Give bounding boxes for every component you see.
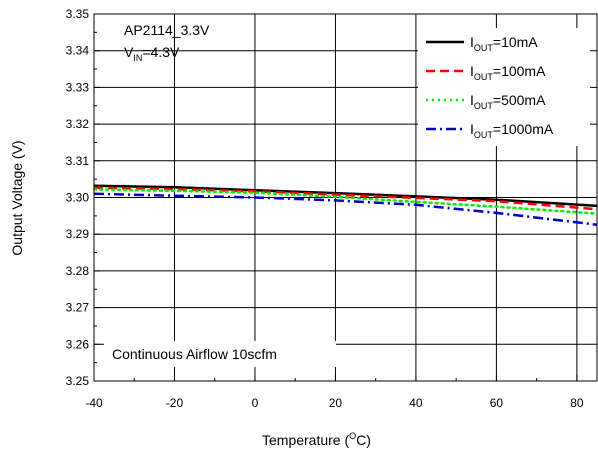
series-line-1	[93, 184, 598, 208]
legend-label: IOUT=100mA	[470, 63, 546, 82]
y-tick-label: 3.31	[66, 154, 90, 168]
y-tick-label: 3.33	[66, 80, 90, 94]
series-line-3	[92, 188, 598, 215]
x-tick-label: 0	[252, 396, 259, 410]
y-tick-label: 3.28	[66, 264, 90, 278]
y-tick-label: 3.25	[66, 374, 90, 388]
y-tick-label: 3.35	[66, 7, 90, 21]
x-tick-label: -40	[85, 396, 103, 410]
y-tick-label: 3.32	[66, 117, 90, 131]
y-axis-label: Output Voltage (V)	[9, 140, 25, 255]
y-tick-label: 3.30	[66, 191, 90, 205]
device-label: AP2114_3.3V	[124, 22, 210, 38]
y-tick-label: 3.27	[66, 301, 90, 315]
series-lines	[92, 184, 598, 226]
legend-label: IOUT=10mA	[470, 34, 538, 53]
legend: IOUT=10mA IOUT=100mA IOUT=500mA IOUT=1000mA	[418, 28, 590, 146]
airflow-label: Continuous Airflow 10scfm	[112, 346, 277, 362]
x-tick-label: 20	[329, 396, 343, 410]
x-tick-label: 40	[409, 396, 423, 410]
x-axis-label: Temperature (OC)	[262, 431, 371, 448]
series-line-4	[93, 192, 598, 226]
legend-box	[418, 28, 590, 146]
vin-label: VIN=4.3V	[124, 44, 180, 63]
x-tick-label: 60	[490, 396, 504, 410]
airflow-box	[104, 341, 336, 367]
x-tick-label: -20	[166, 396, 184, 410]
axis-tick-labels: -40 -20 0 20 40 60 80 3.25 3.26 3.27 3.28 3.29 3.30 3…	[66, 7, 584, 410]
y-tick-label: 3.26	[66, 337, 90, 351]
legend-label: IOUT=1000mA	[470, 121, 554, 140]
axis-ticks	[93, 13, 578, 382]
y-tick-label: 3.34	[66, 44, 90, 58]
legend-label: IOUT=500mA	[470, 92, 546, 111]
x-tick-label: 80	[570, 396, 584, 410]
y-tick-label: 3.29	[66, 227, 90, 241]
series-line-2	[93, 186, 598, 211]
